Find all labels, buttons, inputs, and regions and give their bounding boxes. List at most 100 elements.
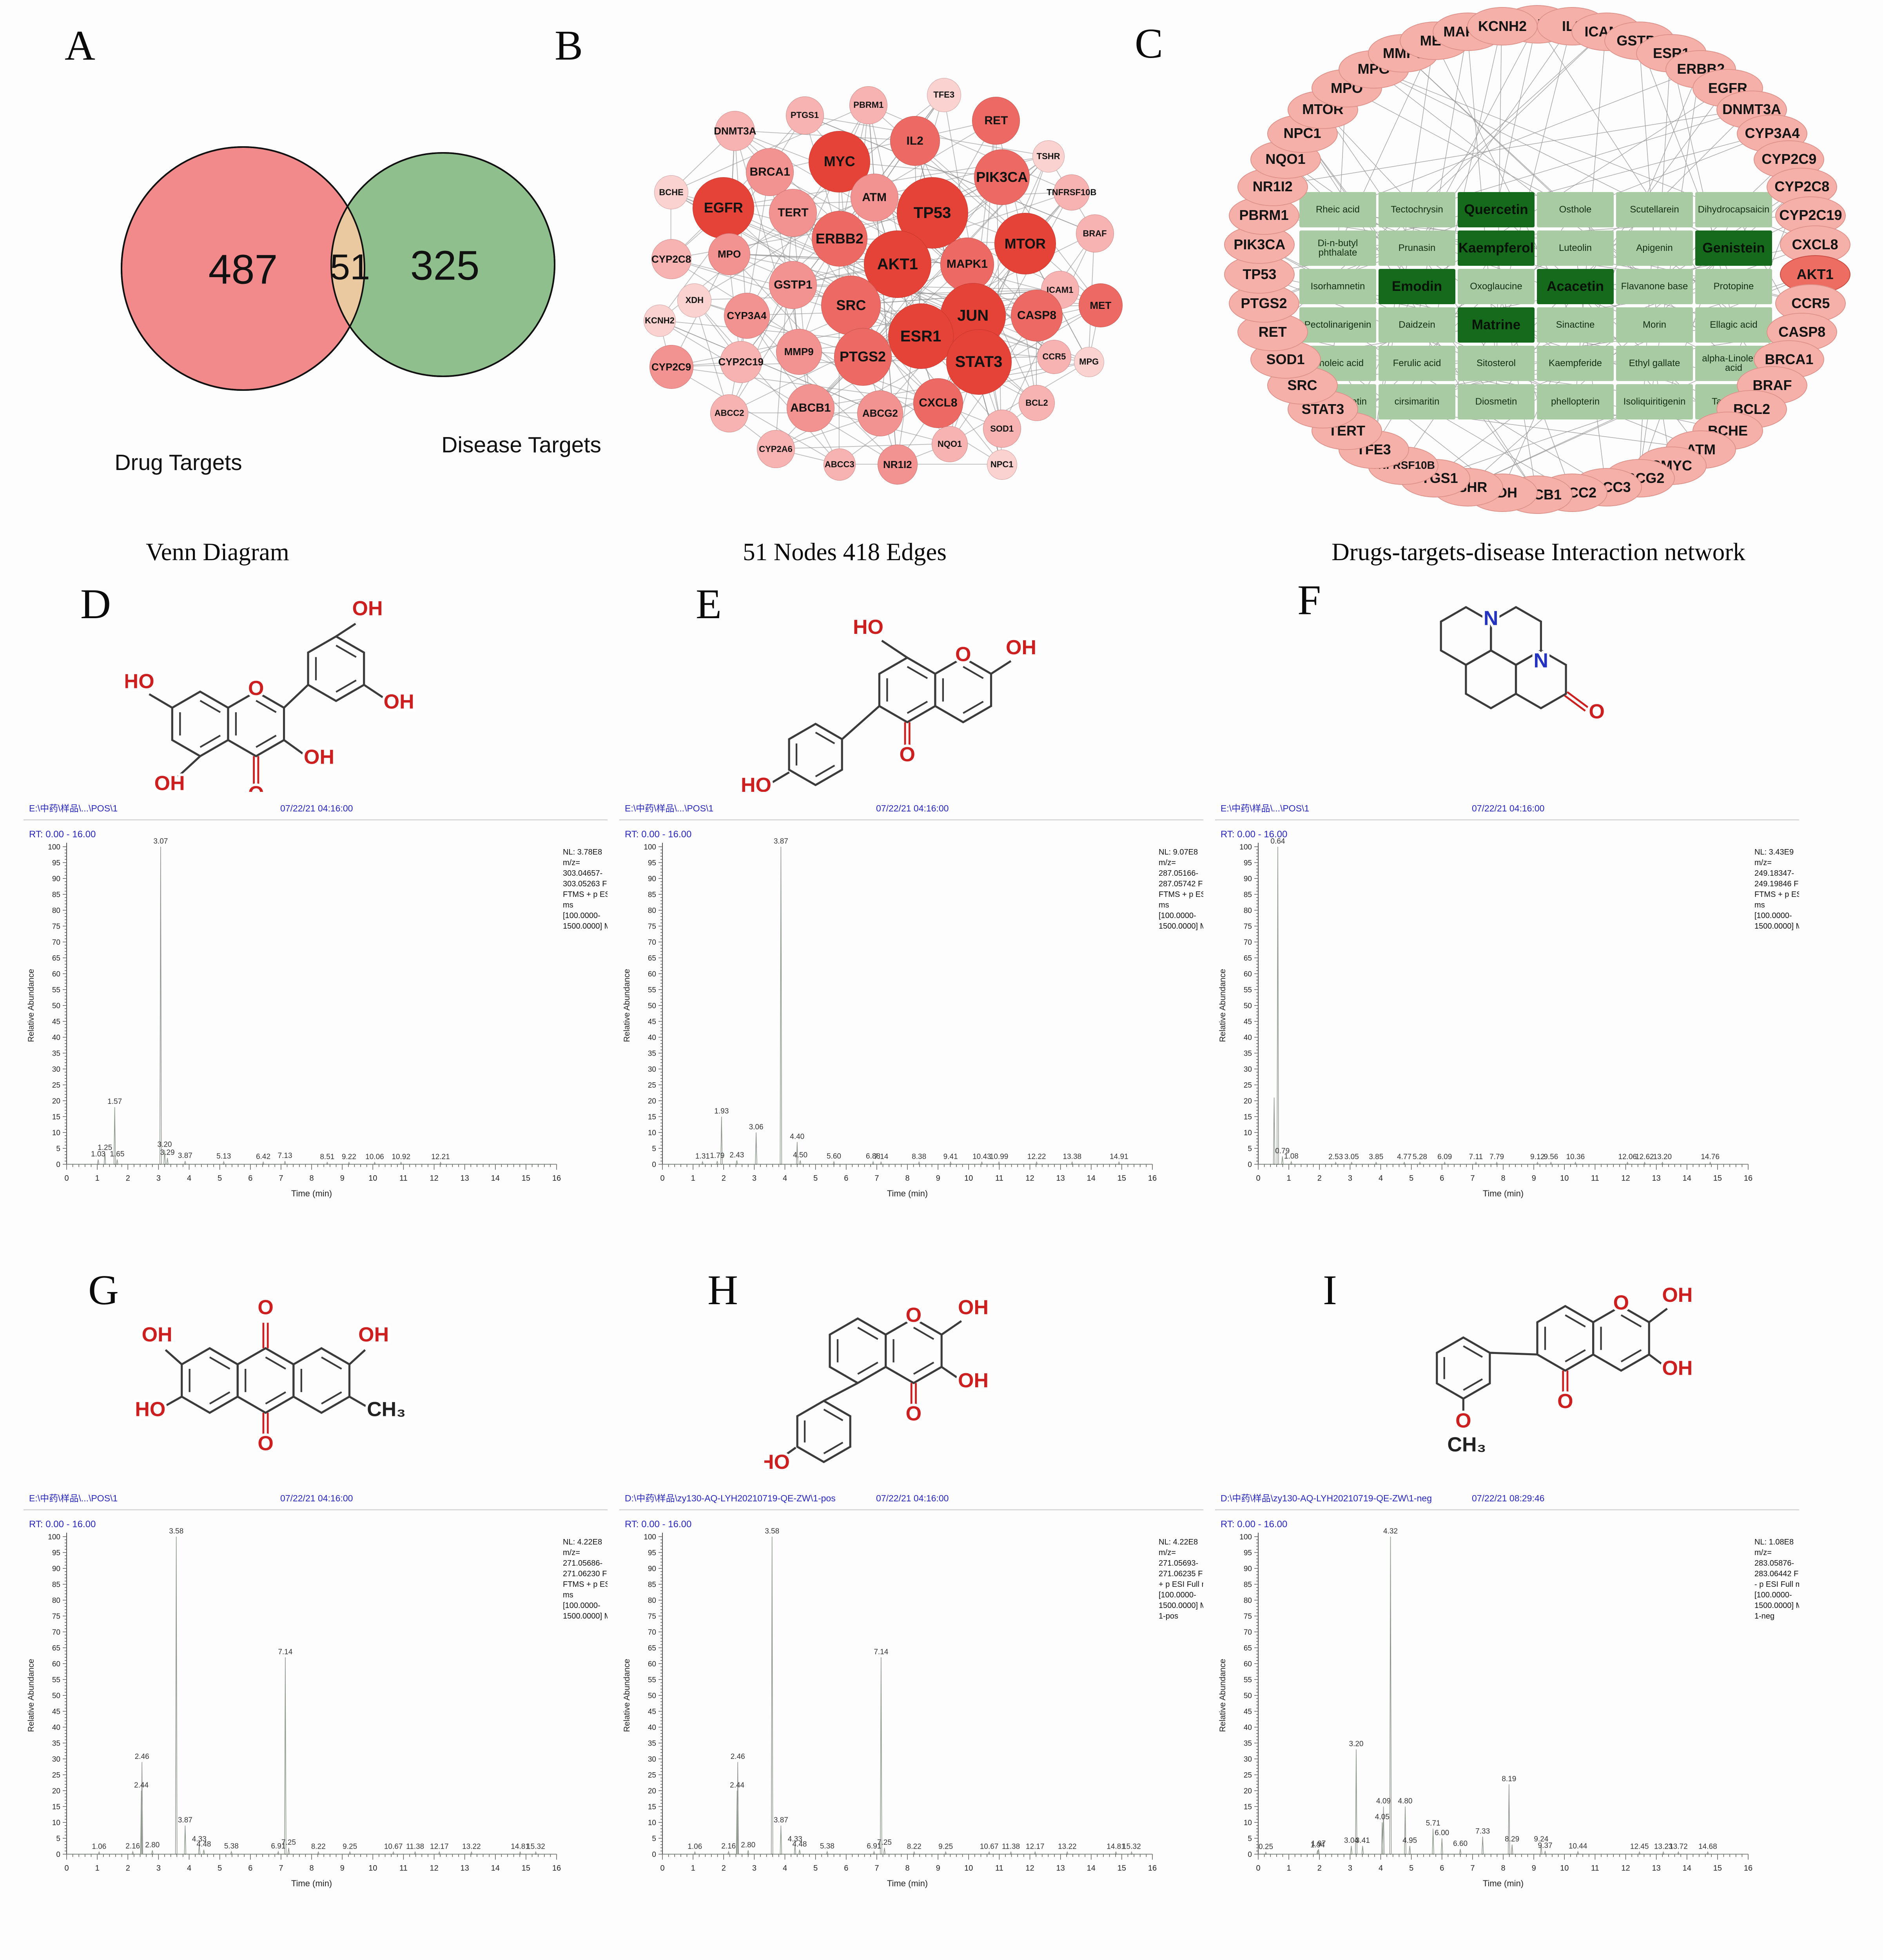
ppi-node-RET[interactable]: RET <box>972 96 1020 145</box>
ring-node-PIK3CA[interactable]: PIK3CA <box>1224 225 1295 264</box>
compound-cell-oxoglaucine[interactable]: Oxoglaucine <box>1458 269 1535 304</box>
compound-cell-diosmetin[interactable]: Diosmetin <box>1458 384 1535 419</box>
svg-text:85: 85 <box>52 1581 60 1589</box>
compound-cell-flavanone-base[interactable]: Flavanone base <box>1616 269 1693 304</box>
compound-cell-osthole[interactable]: Osthole <box>1537 192 1614 227</box>
ppi-node-NPC1[interactable]: NPC1 <box>987 449 1017 480</box>
ppi-node-MPO[interactable]: MPO <box>708 233 751 275</box>
ppi-node-AKT1[interactable]: AKT1 <box>863 230 931 298</box>
compound-cell-kaempferol[interactable]: Kaempferol <box>1458 230 1535 266</box>
svg-text:12.22: 12.22 <box>1027 1152 1046 1161</box>
ppi-node-TERT[interactable]: TERT <box>769 189 817 237</box>
ppi-node-MMP9[interactable]: MMP9 <box>776 328 822 375</box>
compound-cell-daidzein[interactable]: Daidzein <box>1379 307 1455 343</box>
svg-text:50: 50 <box>52 1692 60 1700</box>
ppi-node-KCNH2[interactable]: KCNH2 <box>644 305 676 337</box>
ppi-node-MTOR[interactable]: MTOR <box>994 213 1056 275</box>
ppi-node-EGFR[interactable]: EGFR <box>693 177 755 239</box>
compound-cell-morin[interactable]: Morin <box>1616 307 1693 343</box>
compound-cell-phellopterin[interactable]: phellopterin <box>1537 384 1614 419</box>
ppi-node-TNFRSF10B[interactable]: TNFRSF10B <box>1047 174 1096 211</box>
svg-text:10.36: 10.36 <box>1566 1153 1585 1161</box>
compound-cell-sitosterol[interactable]: Sitosterol <box>1458 346 1535 381</box>
ppi-node-GSTP1[interactable]: GSTP1 <box>769 261 817 309</box>
compound-cell-genistein[interactable]: Genistein <box>1695 230 1772 266</box>
compound-cell-quercetin[interactable]: Quercetin <box>1458 192 1535 227</box>
svg-text:45: 45 <box>648 1018 656 1026</box>
ppi-node-ABCC3[interactable]: ABCC3 <box>823 448 856 481</box>
compound-cell-emodin[interactable]: Emodin <box>1379 269 1455 304</box>
ppi-node-DNMT3A[interactable]: DNMT3A <box>714 111 756 151</box>
ppi-node-CYP2A6[interactable]: CYP2A6 <box>756 430 795 468</box>
compound-cell-isorhamnetin[interactable]: Isorhamnetin <box>1299 269 1376 304</box>
ppi-node-MET[interactable]: MET <box>1078 283 1123 328</box>
ppi-node-CYP2C9[interactable]: CYP2C9 <box>649 345 693 389</box>
ppi-node-TFE3[interactable]: TFE3 <box>927 78 961 112</box>
compound-cell-dihydrocapsaicin[interactable]: Dihydrocapsaicin <box>1695 192 1772 227</box>
svg-text:[100.0000-: [100.0000- <box>1754 911 1792 920</box>
ppi-node-ABCB1[interactable]: ABCB1 <box>786 384 834 432</box>
compound-cell-matrine[interactable]: Matrine <box>1458 307 1535 343</box>
compound-cell-acacetin[interactable]: Acacetin <box>1537 269 1614 304</box>
svg-text:6: 6 <box>248 1174 252 1183</box>
ring-node-NR1I2[interactable]: NR1I2 <box>1237 167 1308 206</box>
ppi-node-CXCL8[interactable]: CXCL8 <box>913 378 963 428</box>
ppi-node-ABCG2[interactable]: ABCG2 <box>857 390 903 436</box>
ppi-node-XDH[interactable]: XDH <box>677 283 712 318</box>
compound-cell-kaempferide[interactable]: Kaempferide <box>1537 346 1614 381</box>
ppi-node-BRCA1[interactable]: BRCA1 <box>746 148 794 196</box>
svg-text:20: 20 <box>1244 1787 1252 1795</box>
compound-cell-pectolinarigenin[interactable]: Pectolinarigenin <box>1299 307 1376 343</box>
compound-cell-di-n-butyl-phthalate[interactable]: Di-n-butyl phthalate <box>1299 230 1376 266</box>
compound-cell-protopine[interactable]: Protopine <box>1695 269 1772 304</box>
ppi-node-BRAF[interactable]: BRAF <box>1076 214 1114 253</box>
ppi-node-PBRM1[interactable]: PBRM1 <box>849 86 888 124</box>
ppi-node-CCR5[interactable]: CCR5 <box>1037 339 1071 374</box>
ppi-node-CYP3A4[interactable]: CYP3A4 <box>724 292 770 339</box>
ppi-node-BCHE[interactable]: BCHE <box>654 175 689 210</box>
compound-cell-tectochrysin[interactable]: Tectochrysin <box>1379 192 1455 227</box>
ppi-node-CYP2C19[interactable]: CYP2C19 <box>718 341 764 383</box>
ppi-node-SRC[interactable]: SRC <box>821 276 881 336</box>
ppi-node-STAT3[interactable]: STAT3 <box>946 329 1012 395</box>
ppi-node-MPG[interactable]: MPG <box>1074 347 1104 377</box>
ppi-node-ABCC2[interactable]: ABCC2 <box>710 394 749 432</box>
compound-cell-isoliquiritigenin[interactable]: Isoliquiritigenin <box>1616 384 1693 419</box>
svg-text:100: 100 <box>644 843 656 851</box>
compound-cell-ethyl-gallate[interactable]: Ethyl gallate <box>1616 346 1693 381</box>
svg-text:CH₃: CH₃ <box>1447 1433 1486 1456</box>
ppi-node-MAPK1[interactable]: MAPK1 <box>940 237 994 291</box>
svg-text:6.42: 6.42 <box>256 1152 270 1161</box>
ppi-node-IL2[interactable]: IL2 <box>890 116 940 166</box>
ppi-node-PIK3CA[interactable]: PIK3CA <box>974 149 1030 205</box>
compound-cell-scutellarein[interactable]: Scutellarein <box>1616 192 1693 227</box>
svg-text:25: 25 <box>52 1771 60 1780</box>
svg-text:100: 100 <box>644 1533 656 1541</box>
ppi-node-PTGS2[interactable]: PTGS2 <box>834 328 892 386</box>
compound-cell-prunasin[interactable]: Prunasin <box>1379 230 1455 266</box>
svg-text:85: 85 <box>52 891 60 899</box>
compound-cell-ellagic-acid[interactable]: Ellagic acid <box>1695 307 1772 343</box>
svg-text:80: 80 <box>1244 1597 1252 1605</box>
ppi-node-ESR1[interactable]: ESR1 <box>888 303 954 369</box>
compound-cell-ferulic-acid[interactable]: Ferulic acid <box>1379 346 1455 381</box>
compound-cell-sinactine[interactable]: Sinactine <box>1537 307 1614 343</box>
svg-text:65: 65 <box>52 1644 60 1653</box>
compound-cell-apigenin[interactable]: Apigenin <box>1616 230 1693 266</box>
ppi-node-BCL2[interactable]: BCL2 <box>1019 385 1055 421</box>
ppi-node-CYP2C8[interactable]: CYP2C8 <box>651 239 691 279</box>
ppi-node-NQO1[interactable]: NQO1 <box>932 426 968 462</box>
ppi-node-ATM[interactable]: ATM <box>850 174 898 221</box>
compound-cell-rheic-acid[interactable]: Rheic acid <box>1299 192 1376 227</box>
ppi-node-TSHR[interactable]: TSHR <box>1032 140 1065 173</box>
compound-cell-luteolin[interactable]: Luteolin <box>1537 230 1614 266</box>
ppi-node-PTGS1[interactable]: PTGS1 <box>785 96 824 134</box>
ppi-node-NR1I2[interactable]: NR1I2 <box>877 445 918 485</box>
ppi-node-SOD1[interactable]: SOD1 <box>983 410 1021 448</box>
ppi-node-CASP8[interactable]: CASP8 <box>1011 290 1063 342</box>
svg-text:55: 55 <box>52 986 60 995</box>
ring-node-KCNH2[interactable]: KCNH2 <box>1467 7 1538 45</box>
svg-text:10: 10 <box>964 1174 973 1183</box>
compound-cell-cirsimaritin[interactable]: cirsimaritin <box>1379 384 1455 419</box>
ppi-node-ERBB2[interactable]: ERBB2 <box>811 211 867 267</box>
